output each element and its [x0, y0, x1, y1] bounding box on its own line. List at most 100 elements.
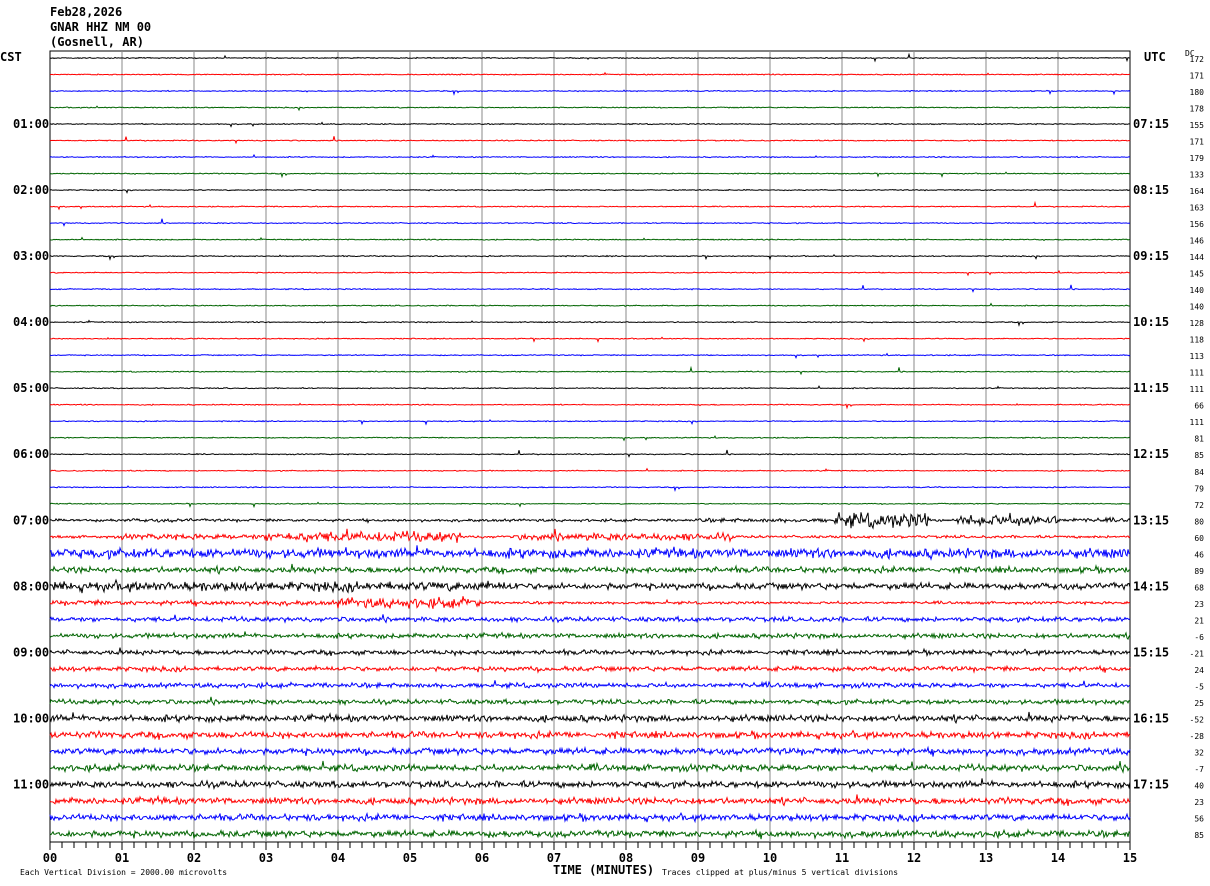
right-hour-label: 08:15 — [1133, 183, 1169, 197]
dc-offset-label: 163 — [1190, 204, 1205, 213]
left-hour-label: 01:00 — [13, 117, 49, 131]
trace-row-29 — [49, 528, 1131, 543]
dc-offset-label: 133 — [1190, 171, 1205, 180]
trace-row-41 — [49, 729, 1131, 741]
dc-offset-label: 68 — [1194, 583, 1204, 592]
left-hour-label: 03:00 — [13, 249, 49, 263]
dc-offset-label: 113 — [1190, 352, 1205, 361]
trace-row-46 — [49, 812, 1131, 824]
station-label: GNAR HHZ NM 00 — [50, 20, 151, 34]
x-tick-label: 09 — [691, 851, 705, 865]
dc-offset-label: 111 — [1190, 369, 1205, 378]
trace-row-39 — [49, 696, 1131, 707]
trace-row-22 — [49, 419, 1131, 426]
dc-offset-label: -7 — [1194, 765, 1204, 774]
trace-row-11 — [49, 236, 1131, 242]
trace-row-5 — [49, 136, 1131, 145]
right-hour-label: 12:15 — [1133, 447, 1169, 461]
dc-offset-label: -52 — [1190, 715, 1205, 724]
trace-row-30 — [50, 545, 1131, 561]
trace-row-42 — [49, 745, 1131, 758]
trace-row-31 — [49, 563, 1131, 576]
dc-offset-label: -21 — [1190, 649, 1205, 658]
dc-offset-label: 128 — [1190, 319, 1205, 328]
right-timezone-label: UTC — [1144, 50, 1166, 64]
trace-row-45 — [49, 794, 1131, 807]
trace-row-16 — [49, 319, 1130, 327]
right-hour-label: 16:15 — [1133, 711, 1169, 725]
dc-offset-label: 60 — [1194, 534, 1204, 543]
right-hour-label: 13:15 — [1133, 513, 1169, 527]
dc-offset-label: 180 — [1190, 88, 1205, 97]
trace-row-18 — [49, 352, 1131, 359]
left-hour-label: 10:00 — [13, 711, 49, 725]
trace-row-0 — [49, 52, 1131, 63]
trace-row-37 — [49, 664, 1131, 674]
dc-offset-label: 155 — [1190, 121, 1205, 130]
grid — [49, 50, 1131, 843]
trace-row-14 — [49, 284, 1131, 293]
x-tick-label: 00 — [43, 851, 57, 865]
trace-row-10 — [49, 218, 1131, 227]
x-tick-label: 04 — [331, 851, 345, 865]
date-label: Feb28,2026 — [50, 5, 122, 19]
x-tick-label: 06 — [475, 851, 489, 865]
dc-offset-label: 80 — [1194, 517, 1204, 526]
dc-offset-label: 172 — [1190, 55, 1205, 64]
x-tick-label: 08 — [619, 851, 633, 865]
trace-row-4 — [49, 121, 1131, 128]
left-hour-label: 05:00 — [13, 381, 49, 395]
dc-offset-label: 23 — [1194, 600, 1204, 609]
dc-offset-label: 79 — [1194, 484, 1204, 493]
right-hour-label: 07:15 — [1133, 117, 1169, 131]
right-hour-label: 14:15 — [1133, 579, 1169, 593]
dc-offset-label: 24 — [1194, 666, 1204, 675]
trace-row-38 — [49, 680, 1131, 690]
dc-offset-label: 146 — [1190, 237, 1205, 246]
x-axis: 00 01 02 03 04 05 06 07 08 09 10 11 12 13 14 15 — [43, 842, 1137, 865]
trace-row-40 — [49, 711, 1131, 725]
trace-row-8 — [49, 188, 1131, 194]
dc-offset-label: -6 — [1194, 633, 1204, 642]
dc-offset-label: 66 — [1194, 402, 1204, 411]
trace-row-24 — [50, 449, 1131, 458]
dc-offset-label: 179 — [1190, 154, 1205, 163]
trace-row-36 — [49, 647, 1131, 658]
trace-row-43 — [49, 760, 1131, 774]
dc-offset-label: 145 — [1190, 270, 1205, 279]
dc-offset-label: 81 — [1194, 435, 1204, 444]
trace-row-13 — [49, 269, 1130, 277]
dc-offset-label: 164 — [1190, 187, 1205, 196]
x-tick-label: 14 — [1051, 851, 1065, 865]
dc-offset-label: 111 — [1190, 418, 1205, 427]
dc-offset-label: 23 — [1194, 798, 1204, 807]
x-tick-label: 12 — [907, 851, 921, 865]
trace-row-35 — [49, 631, 1131, 641]
dc-offset-label: 84 — [1194, 468, 1204, 477]
dc-offset-label: 89 — [1194, 567, 1204, 576]
x-tick-label: 15 — [1123, 851, 1137, 865]
traces — [49, 52, 1131, 840]
dc-offset-label: 156 — [1190, 220, 1205, 229]
trace-row-21 — [49, 402, 1131, 410]
left-hour-label: 09:00 — [13, 645, 49, 659]
plot-frame — [49, 50, 1131, 843]
x-tick-label: 13 — [979, 851, 993, 865]
dc-offset-label: -28 — [1190, 732, 1205, 741]
trace-row-9 — [49, 200, 1131, 211]
trace-row-34 — [49, 614, 1131, 624]
right-hour-label: 09:15 — [1133, 249, 1169, 263]
trace-row-28 — [49, 512, 1131, 530]
trace-row-2 — [50, 89, 1131, 96]
left-hour-label: 07:00 — [13, 513, 49, 527]
x-tick-label: 10 — [763, 851, 777, 865]
dc-offset-label: 144 — [1190, 253, 1205, 262]
left-hour-label: 06:00 — [13, 447, 49, 461]
x-tick-label: 11 — [835, 851, 849, 865]
trace-row-3 — [49, 105, 1131, 112]
footer-scale-note: Each Vertical Division = 2000.00 microvo… — [20, 868, 227, 877]
dc-offset-label: 85 — [1194, 831, 1204, 840]
dc-offset-label: 32 — [1194, 748, 1204, 757]
x-axis-title: TIME (MINUTES) — [553, 863, 654, 877]
x-tick-label: 05 — [403, 851, 417, 865]
